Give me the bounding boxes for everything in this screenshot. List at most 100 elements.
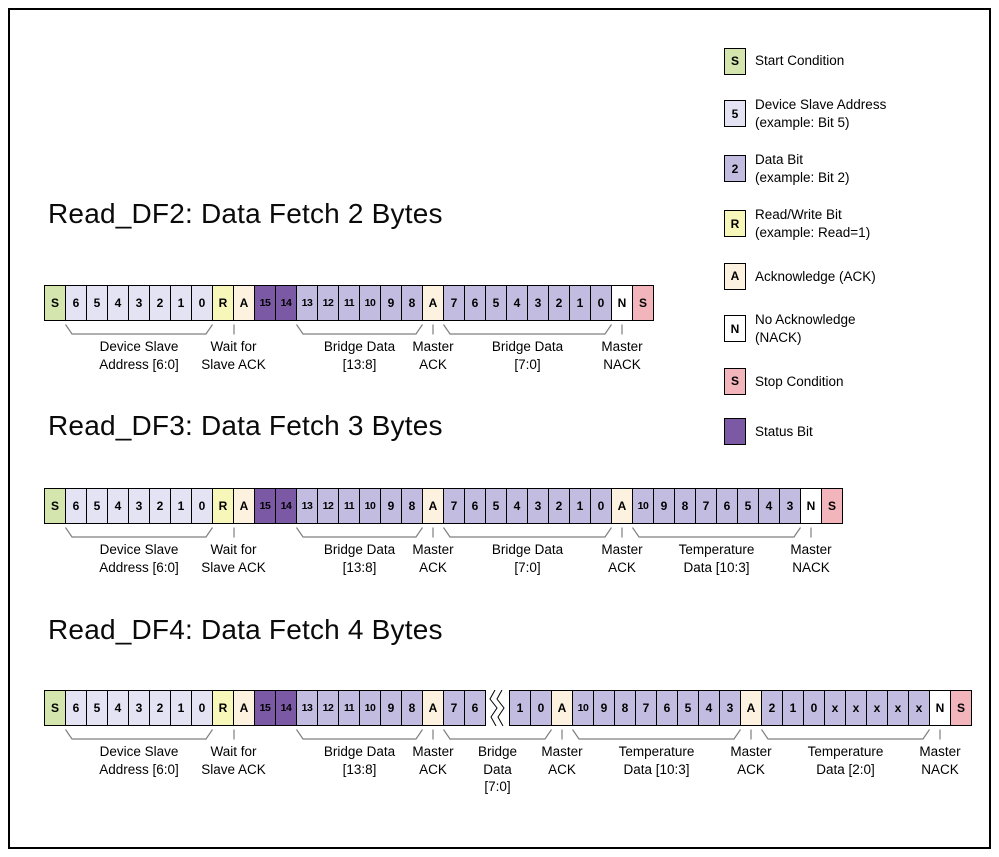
- bit-cell-addr: 4: [107, 285, 129, 321]
- bit-cell-addr: 1: [170, 285, 192, 321]
- bit-cell-data: 4: [506, 488, 528, 524]
- bit-cell-ack: A: [611, 488, 633, 524]
- annotation-label: Wait for Slave ACK: [201, 542, 266, 575]
- bit-cell-data: 4: [506, 285, 528, 321]
- annotation-label: Master ACK: [412, 339, 454, 372]
- bit-cell-data: 5: [485, 285, 507, 321]
- brace-mark: [65, 526, 213, 544]
- bit-cell-addr: 1: [170, 690, 192, 726]
- bit-cell-data: 3: [527, 488, 549, 524]
- bit-cell-data: 9: [380, 690, 402, 726]
- bit-cell-data: 9: [653, 488, 675, 524]
- legend-swatch-nack: N: [724, 315, 746, 343]
- bit-cell-addr: 3: [128, 488, 150, 524]
- annotation-label: Master NACK: [919, 744, 961, 777]
- bit-cell-data: 0: [590, 488, 612, 524]
- title-read-df4: Read_DF4: Data Fetch 4 Bytes: [48, 614, 443, 645]
- bit-cell-data: 1: [569, 285, 591, 321]
- brace-mark: [761, 728, 930, 746]
- bit-cell-data: 10: [632, 488, 654, 524]
- bit-cell-ack: A: [233, 488, 255, 524]
- tick-mark: [616, 323, 628, 341]
- bit-cell-data: 2: [548, 488, 570, 524]
- annotation-label: Master ACK: [412, 542, 454, 575]
- bit-cell-data: 5: [737, 488, 759, 524]
- bit-cell-data: 11: [338, 488, 360, 524]
- bit-cell-data: 6: [716, 488, 738, 524]
- bit-cell-status: 15: [254, 690, 276, 726]
- bit-cell-data: 13: [296, 285, 318, 321]
- bit-cell-data: 0: [590, 285, 612, 321]
- bit-cell-data: 6: [464, 285, 486, 321]
- tick-mark: [427, 526, 439, 544]
- bit-cell-data: 6: [464, 690, 486, 726]
- bit-cell-data: 6: [464, 488, 486, 524]
- bit-cell-data: 9: [380, 488, 402, 524]
- bit-cell-addr: 3: [128, 690, 150, 726]
- bit-cell-nack: N: [800, 488, 822, 524]
- bit-cell-status: 15: [254, 488, 276, 524]
- tick-mark: [427, 728, 439, 746]
- bit-cell-data: 12: [317, 488, 339, 524]
- bit-cell-data: 4: [698, 690, 720, 726]
- bit-cell-ack: A: [740, 690, 762, 726]
- annotation-label: Device Slave Address [6:0]: [99, 542, 179, 575]
- bit-cell-data: 0: [803, 690, 825, 726]
- bit-cell-data: 11: [338, 690, 360, 726]
- bit-cell-data: x: [845, 690, 867, 726]
- legend-swatch-addr: 5: [724, 100, 746, 128]
- legend-label: Read/Write Bit (example: Read=1): [755, 207, 871, 240]
- bit-row: S 6 5 4 3 2 1 0 R A 15 14 13 12 11 10 9 8 A 7 6 5 4 3 2 1 0 N S: [44, 285, 654, 321]
- bit-cell-ack: A: [551, 690, 573, 726]
- diagram-read-df3: S 6 5 4 3 2 1 0 R A 15 14 13 12 11 10 9 8 A 7 6 5 4 3 2 1 0 A 10 9 8 7 6…: [44, 488, 843, 610]
- figure-frame: S Start Condition 5 Device Slave Address (ex…: [8, 8, 991, 849]
- legend: S Start Condition 5 Device Slave Address (ex…: [724, 46, 886, 446]
- bit-cell-data: 3: [527, 285, 549, 321]
- bit-cell-data: 8: [401, 285, 423, 321]
- annotation-label: Bridge Data [13:8]: [323, 339, 396, 372]
- brace-mark: [632, 526, 801, 544]
- bit-cell-addr: 5: [86, 285, 108, 321]
- annotation-label: Wait for Slave ACK: [201, 744, 266, 777]
- bit-cell-data: 4: [758, 488, 780, 524]
- bit-cell-addr: 6: [65, 488, 87, 524]
- bit-cell-data: 10: [572, 690, 594, 726]
- annotations: Device Slave Address [6:0] Wait for Slave A…: [44, 726, 972, 812]
- legend-item: Status Bit: [724, 416, 886, 446]
- bit-cell-status: 14: [275, 488, 297, 524]
- annotation-label: Bridge Data [7:0]: [491, 339, 564, 372]
- annotation-label: Bridge Data [13:8]: [323, 744, 396, 777]
- bit-cell-data: 12: [317, 285, 339, 321]
- legend-swatch-rw: R: [724, 210, 746, 238]
- tick-mark: [228, 323, 240, 341]
- legend-label: Data Bit (example: Bit 2): [755, 152, 850, 185]
- brace-mark: [443, 728, 552, 746]
- title-read-df3: Read_DF3: Data Fetch 3 Bytes: [48, 410, 443, 441]
- bit-cell-addr: 0: [191, 488, 213, 524]
- bit-cell-status: 14: [275, 285, 297, 321]
- legend-label: Stop Condition: [755, 373, 844, 389]
- bit-cell-data: 8: [614, 690, 636, 726]
- bit-cell-nack: N: [611, 285, 633, 321]
- brace-mark: [572, 728, 741, 746]
- bit-cell-data: x: [824, 690, 846, 726]
- bit-cell-addr: 3: [128, 285, 150, 321]
- legend-label: No Acknowledge (NACK): [755, 312, 856, 345]
- bit-cell-ack: A: [233, 690, 255, 726]
- annotation-label: Master ACK: [730, 744, 772, 777]
- legend-label: Start Condition: [755, 53, 845, 69]
- bit-cell-data: 6: [656, 690, 678, 726]
- legend-item: S Stop Condition: [724, 366, 886, 396]
- bit-cell-data: 8: [401, 690, 423, 726]
- bit-cell-data: 10: [359, 488, 381, 524]
- bit-cell-addr: 5: [86, 488, 108, 524]
- bit-cell-addr: 5: [86, 690, 108, 726]
- bit-cell-addr: 4: [107, 690, 129, 726]
- bit-cell-data: 7: [443, 690, 465, 726]
- bit-cell-data: 13: [296, 690, 318, 726]
- bit-cell-data: 11: [338, 285, 360, 321]
- legend-item: A Acknowledge (ACK): [724, 261, 886, 291]
- legend-item: 5 Device Slave Address (example: Bit 5): [724, 96, 886, 131]
- bit-cell-data: 13: [296, 488, 318, 524]
- bit-cell-start: S: [44, 690, 66, 726]
